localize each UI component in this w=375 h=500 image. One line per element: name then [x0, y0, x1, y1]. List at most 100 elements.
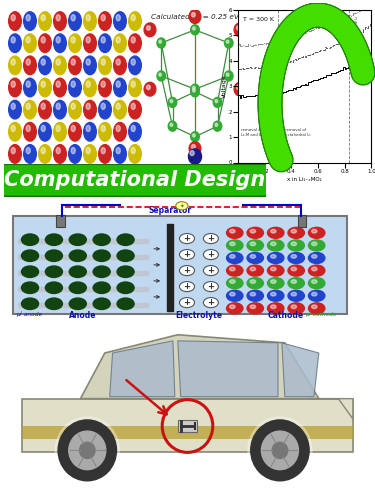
Polygon shape — [178, 341, 278, 396]
Circle shape — [144, 23, 156, 36]
Circle shape — [129, 100, 141, 119]
Circle shape — [9, 78, 21, 97]
Circle shape — [291, 242, 297, 246]
Circle shape — [288, 290, 304, 302]
Circle shape — [86, 14, 90, 21]
Circle shape — [192, 144, 195, 149]
Text: +: + — [183, 282, 190, 291]
Circle shape — [41, 103, 45, 110]
Circle shape — [24, 100, 36, 119]
Circle shape — [192, 12, 195, 17]
Circle shape — [71, 103, 75, 110]
Circle shape — [191, 132, 199, 141]
Circle shape — [230, 230, 235, 233]
Circle shape — [69, 56, 81, 74]
Circle shape — [271, 230, 276, 233]
Text: +: + — [183, 266, 190, 275]
Circle shape — [93, 282, 110, 294]
Circle shape — [157, 71, 165, 81]
Text: Anode: Anode — [69, 310, 97, 320]
Circle shape — [226, 252, 243, 264]
Circle shape — [309, 265, 325, 276]
Circle shape — [99, 78, 111, 97]
Circle shape — [86, 81, 90, 87]
Text: μₗᴵ anode: μₗᴵ anode — [16, 310, 42, 316]
Circle shape — [11, 126, 15, 132]
Circle shape — [101, 148, 105, 154]
Circle shape — [71, 59, 75, 65]
Circle shape — [291, 292, 297, 296]
Circle shape — [55, 417, 119, 484]
Circle shape — [237, 85, 240, 89]
Circle shape — [203, 298, 218, 308]
Circle shape — [180, 298, 195, 308]
Circle shape — [116, 148, 120, 154]
Circle shape — [291, 280, 297, 283]
Circle shape — [26, 14, 30, 21]
Circle shape — [116, 126, 120, 132]
Circle shape — [250, 230, 256, 233]
Circle shape — [271, 292, 276, 296]
Circle shape — [93, 266, 110, 278]
Circle shape — [56, 37, 60, 43]
Circle shape — [131, 81, 135, 87]
Circle shape — [271, 254, 276, 258]
Circle shape — [93, 250, 110, 262]
Circle shape — [21, 298, 39, 310]
Circle shape — [309, 252, 325, 264]
Circle shape — [192, 134, 195, 137]
Circle shape — [101, 14, 105, 21]
Circle shape — [41, 37, 45, 43]
Circle shape — [39, 34, 51, 52]
Circle shape — [247, 303, 263, 314]
Circle shape — [312, 254, 317, 258]
Circle shape — [288, 252, 304, 264]
Circle shape — [24, 56, 36, 74]
Circle shape — [159, 73, 162, 76]
Text: +: + — [183, 298, 190, 307]
Circle shape — [26, 148, 30, 154]
Circle shape — [129, 144, 141, 163]
Circle shape — [56, 148, 60, 154]
Circle shape — [11, 37, 15, 43]
Circle shape — [157, 38, 165, 48]
Circle shape — [41, 81, 45, 87]
Circle shape — [54, 122, 66, 141]
Circle shape — [267, 278, 284, 288]
Circle shape — [45, 250, 62, 262]
Circle shape — [261, 431, 299, 470]
Bar — [56, 214, 65, 227]
Bar — [18, 238, 148, 242]
Circle shape — [71, 37, 75, 43]
Text: removal of
octahedral Li: removal of octahedral Li — [285, 128, 310, 137]
Circle shape — [131, 59, 135, 65]
Circle shape — [288, 303, 304, 314]
Circle shape — [189, 149, 201, 164]
Circle shape — [288, 228, 304, 238]
Circle shape — [192, 86, 195, 90]
Circle shape — [45, 282, 62, 294]
Circle shape — [267, 290, 284, 302]
Circle shape — [116, 103, 120, 110]
Circle shape — [213, 98, 222, 108]
Circle shape — [230, 242, 235, 246]
Circle shape — [41, 126, 45, 132]
Circle shape — [230, 267, 235, 271]
Circle shape — [271, 280, 276, 283]
Circle shape — [21, 266, 39, 278]
Circle shape — [86, 59, 90, 65]
Circle shape — [69, 266, 86, 278]
Text: T = 300 K: T = 300 K — [243, 18, 274, 22]
Circle shape — [26, 126, 30, 132]
FancyBboxPatch shape — [13, 216, 347, 314]
Circle shape — [288, 265, 304, 276]
Circle shape — [69, 234, 86, 245]
Circle shape — [116, 14, 120, 21]
Circle shape — [56, 14, 60, 21]
Circle shape — [144, 82, 156, 96]
Text: +: + — [207, 266, 214, 275]
Bar — [167, 224, 172, 310]
Circle shape — [203, 250, 218, 260]
Circle shape — [291, 267, 297, 271]
Circle shape — [309, 240, 325, 251]
